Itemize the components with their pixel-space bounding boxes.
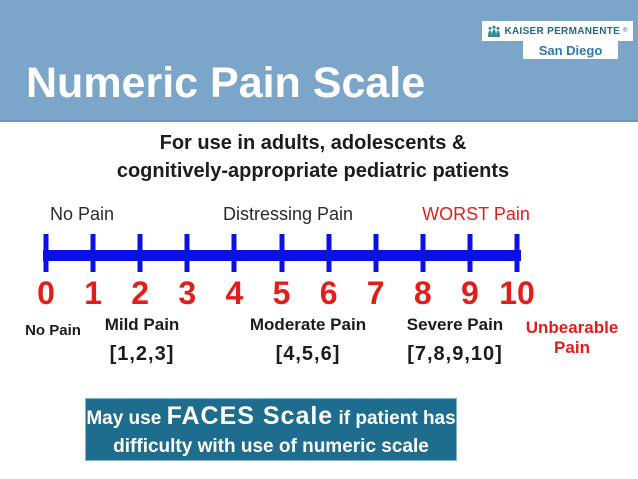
number-4: 4	[225, 275, 244, 311]
category-name: No Pain	[25, 322, 81, 339]
number-9: 9	[460, 275, 479, 311]
tick-5	[279, 234, 284, 272]
subtitle-line2: cognitively-appropriate pediatric patien…	[116, 160, 510, 182]
tick-4	[231, 234, 237, 272]
note-line1: May use FACES Scale if patient has	[86, 401, 455, 434]
number-1: 1	[84, 275, 102, 311]
category-name: Moderate Pain	[249, 315, 367, 334]
tick-8	[420, 234, 426, 272]
number-3: 3	[178, 275, 197, 311]
tick-2	[137, 234, 143, 272]
faces-note-box: May use FACES Scale if patient has diffi…	[85, 398, 457, 461]
note-suffix: if patient has	[333, 407, 456, 429]
logo-brand-text: KAISER PERMANENTE	[504, 25, 621, 37]
scale-numbers: 0 1 2 3 4 5 6 7 8 9 10	[37, 275, 535, 312]
category-no-pain: No Pain	[23, 322, 83, 339]
label-distressing-pain: Distressing Pain	[222, 204, 354, 224]
category-mild-pain: Mild Pain [1,2,3]	[82, 315, 202, 366]
subtitle-line1: For use in adults, adolescents &	[159, 132, 467, 154]
label-worst-pain: WORST Pain	[422, 204, 530, 224]
category-name: Mild Pain	[104, 315, 180, 334]
slide-title: Numeric Pain Scale	[26, 59, 426, 107]
number-2: 2	[131, 275, 150, 311]
number-0: 0	[37, 275, 55, 311]
note-prefix: May use	[86, 407, 167, 429]
number-8: 8	[413, 275, 432, 311]
category-range: [7,8,9,10]	[407, 343, 503, 365]
kaiser-permanente-logo: KAISER PERMANENTE ®	[482, 21, 633, 41]
tick-9	[467, 234, 473, 272]
tick-3	[184, 234, 190, 272]
tick-10	[514, 234, 520, 272]
category-unbearable-pain: Unbearable Pain	[522, 318, 622, 358]
kaiser-people-icon	[487, 25, 501, 38]
note-emphasis: FACES Scale	[166, 401, 334, 430]
category-range: [1,2,3]	[109, 343, 175, 365]
category-name: Severe Pain	[406, 315, 504, 334]
category-name: Unbearable Pain	[525, 318, 619, 357]
number-6: 6	[319, 275, 338, 311]
tick-1	[90, 234, 96, 272]
registered-mark: ®	[623, 28, 628, 34]
number-10: 10	[499, 275, 535, 311]
category-moderate-pain: Moderate Pain [4,5,6]	[233, 315, 383, 366]
scale-top-labels: No Pain Distressing Pain WORST Pain	[0, 204, 638, 228]
number-5: 5	[272, 275, 291, 311]
category-severe-pain: Severe Pain [7,8,9,10]	[390, 315, 520, 366]
header-band: KAISER PERMANENTE ® San Diego Numeric Pai…	[0, 0, 638, 122]
number-7: 7	[366, 275, 385, 311]
label-no-pain: No Pain	[49, 204, 115, 224]
category-range: [4,5,6]	[275, 343, 341, 365]
subtitle: For use in adults, adolescents & cogniti…	[0, 129, 626, 185]
tick-7	[373, 234, 379, 272]
tick-6	[326, 234, 332, 272]
region-box: San Diego	[523, 41, 618, 59]
scale-ticks	[43, 234, 520, 272]
note-line2: difficulty with use of numeric scale	[113, 435, 429, 457]
tick-0	[43, 234, 49, 272]
region-label: San Diego	[538, 42, 603, 58]
